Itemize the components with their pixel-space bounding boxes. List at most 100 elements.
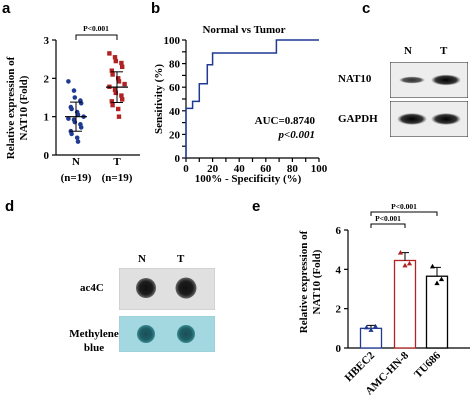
chart-a-point-t: [109, 68, 114, 73]
chart-a-ylabel-line2: NAT10 (Fold): [18, 75, 30, 140]
chart-a-point-t: [112, 87, 118, 93]
blot-band-gapdh-t: [431, 113, 461, 125]
chart-b-xtick-label: 40: [234, 163, 246, 175]
dot-lane-label-t: T: [177, 253, 185, 265]
chart-b-ytick-label: 100: [164, 35, 181, 47]
chart-a-point-t: [120, 64, 125, 70]
chart-b-xtick-label: 20: [207, 163, 219, 175]
chart-b-xtick-label: 100: [311, 163, 328, 175]
chart-a-ytick-label: 0: [44, 150, 50, 162]
chart-e-point: [429, 263, 436, 269]
chart-e-ytick-label: 0: [336, 343, 342, 355]
dot-blot-methylene-membrane: [119, 316, 215, 352]
blot-gapdh-membrane: [390, 101, 468, 137]
blot-band-nat10-n: [399, 76, 425, 84]
chart-b-xtick-label: 0: [183, 163, 189, 175]
chart-a-ytick-label: 1: [44, 112, 50, 124]
chart-a-point-t: [112, 55, 118, 60]
chart-b-auc: AUC=0.8740: [255, 115, 316, 127]
chart-b-roc-curve: [185, 39, 319, 158]
chart-a-point-t: [109, 99, 114, 104]
chart-a-point-n: [78, 125, 84, 130]
chart-a-significance-bracket: [75, 34, 118, 40]
chart-a-category-sublabel-n: (n=19): [61, 172, 92, 184]
chart-a-point-t: [119, 60, 124, 66]
chart-e-bar: [393, 259, 417, 349]
chart-a-point-t: [116, 76, 121, 81]
chart-a-point-t: [116, 106, 121, 112]
chart-e-point: [397, 250, 404, 255]
chart-a-point-t: [107, 51, 112, 56]
blot-row-label-gapdh: GAPDH: [338, 113, 378, 125]
chart-e-significance-2: P<0.001: [391, 202, 417, 211]
chart-e-point: [368, 327, 374, 332]
chart-a-point-t: [110, 72, 115, 77]
chart-a-point-n: [75, 139, 81, 144]
blot-lane-label-n: N: [404, 45, 412, 57]
dot-lane-label-n: N: [138, 253, 146, 265]
dot-ac4c-n: [136, 278, 156, 298]
chart-a-ytick-label: 2: [44, 73, 50, 85]
chart-b-title: Normal vs Tumor: [202, 24, 285, 36]
chart-b-ytick-label: 60: [169, 82, 181, 94]
panel-label-b: b: [151, 0, 161, 17]
chart-a-point-t: [116, 79, 122, 84]
chart-a-category-label-n: N: [72, 156, 80, 168]
chart-b-ytick-label: 40: [169, 106, 181, 118]
chart-a-ylabel-line1: Relative expression of: [5, 56, 17, 159]
chart-a-point-t: [120, 97, 125, 102]
chart-e-point: [363, 324, 370, 330]
chart-e-ytick-label: 2: [336, 304, 342, 316]
chart-b-xlabel: 100% - Specificity (%): [195, 173, 302, 185]
dot-row-label-methylene-blue: Methylene blue: [69, 328, 119, 354]
chart-e-point: [406, 260, 413, 266]
chart-e-significance-1: P<0.001: [375, 214, 401, 223]
dot-methylene-t: [177, 325, 195, 343]
chart-b-ytick-label: 0: [175, 153, 181, 165]
chart-e-bar: [425, 275, 449, 349]
chart-e-point: [402, 262, 408, 268]
chart-a-category-sublabel-t: (n=19): [102, 172, 133, 184]
blot-band-gapdh-n: [397, 113, 427, 125]
chart-a-point-n: [72, 95, 78, 100]
chart-e-point: [372, 323, 379, 329]
chart-a-point-t: [110, 102, 115, 108]
chart-b-xtick-label: 60: [260, 163, 272, 175]
chart-a-scatter: Relative expression of NAT10 (Fold) 0 1 2 3…: [5, 24, 140, 184]
dot-blot-ac4c-membrane: [119, 268, 215, 310]
chart-a-point-t: [113, 90, 118, 96]
blot-band-nat10-t: [431, 74, 461, 86]
chart-a-ytick-label: 3: [44, 35, 50, 47]
blot-lane-label-t: T: [440, 45, 448, 57]
chart-a-point-n: [74, 135, 80, 141]
chart-b-ylabel: Sensitivity (%): [153, 64, 165, 134]
panel-c-western-blot: N T NAT10 GAPDH: [330, 0, 474, 195]
dot-ac4c-t: [175, 277, 197, 299]
chart-a-point-n: [66, 79, 71, 84]
chart-b-xtick-label: 80: [287, 163, 299, 175]
chart-a-point-n: [66, 116, 71, 121]
chart-e-ylabel-line2: NAT10 (Fold): [311, 249, 323, 314]
chart-a-point-t: [113, 58, 118, 64]
chart-a-point-n: [69, 106, 74, 112]
chart-a-point-t: [119, 93, 124, 98]
chart-e-significance-bracket-1: [370, 223, 406, 228]
chart-e-ytick-label: 4: [336, 264, 342, 276]
chart-a-significance: P<0.001: [83, 24, 109, 33]
chart-e-category-label: TU686: [412, 349, 443, 380]
chart-b-roc: Normal vs Tumor Sensitivity (%) 100% - S…: [153, 24, 328, 185]
dot-methylene-n: [137, 325, 155, 343]
panel-label-e: e: [252, 198, 261, 215]
chart-b-ytick-label: 80: [169, 59, 181, 71]
chart-a-point-n: [69, 131, 74, 137]
blot-nat10-membrane: [390, 62, 468, 98]
panel-label-a: a: [2, 0, 11, 17]
chart-b-pvalue: p<0.001: [277, 129, 315, 141]
panel-d-dot-blot: N T ac4C Methylene blue: [0, 200, 250, 405]
chart-a-point-t: [122, 81, 127, 87]
chart-e-point: [434, 280, 440, 286]
chart-e-ytick-label: 6: [336, 225, 342, 237]
chart-e-ylabel-line1: Relative expression of: [298, 230, 310, 333]
panel-label-d: d: [5, 198, 15, 215]
panel-label-c: c: [362, 0, 371, 17]
